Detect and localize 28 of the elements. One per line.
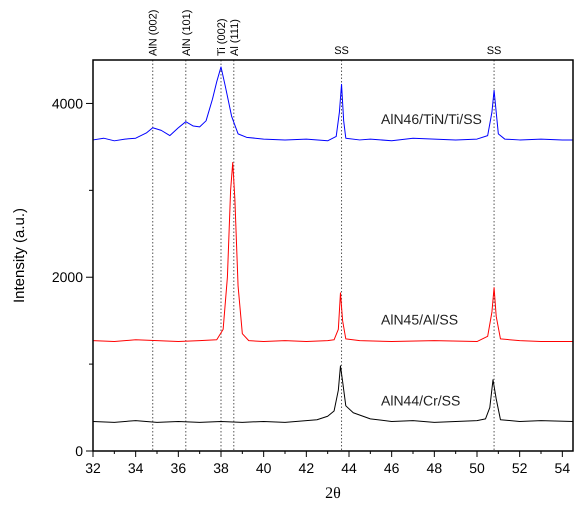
x-tick-label: 42 bbox=[298, 460, 314, 476]
y-tick-label: 4000 bbox=[52, 95, 84, 112]
x-axis-title: 2θ bbox=[325, 485, 341, 502]
x-tick-label: 54 bbox=[554, 460, 570, 476]
x-tick-label: 50 bbox=[469, 460, 485, 476]
y-axis-title: Intensity (a.u.) bbox=[11, 208, 28, 304]
x-tick-label: 34 bbox=[128, 460, 144, 476]
ref-line-label: SS bbox=[486, 45, 502, 57]
x-tick-label: 38 bbox=[213, 460, 229, 476]
series-label: AlN46/TiN/Ti/SS bbox=[381, 110, 482, 127]
x-tick-label: 48 bbox=[426, 460, 442, 476]
ref-line-label: AlN (002) bbox=[148, 10, 160, 56]
x-tick-label: 46 bbox=[384, 460, 400, 476]
y-tick-label: 0 bbox=[75, 443, 84, 459]
x-tick-label: 40 bbox=[256, 460, 272, 476]
series-label: AlN44/Cr/SS bbox=[381, 392, 460, 408]
ref-line-label: Ti (002) bbox=[216, 18, 228, 56]
ref-line-label: SS bbox=[334, 45, 349, 57]
line-series bbox=[92, 66, 574, 142]
x-tick-label: 44 bbox=[341, 460, 357, 476]
line-series bbox=[92, 162, 574, 342]
ref-line-label: Al (111) bbox=[228, 19, 241, 56]
ref-line-label: AlN (101) bbox=[180, 10, 193, 56]
y-tick-label: 2000 bbox=[52, 269, 84, 286]
x-tick-label: 32 bbox=[85, 460, 101, 476]
x-tick-label: 36 bbox=[170, 460, 186, 476]
series-label: AlN45/Al/SS bbox=[381, 312, 458, 328]
x-tick-label: 52 bbox=[512, 460, 528, 476]
